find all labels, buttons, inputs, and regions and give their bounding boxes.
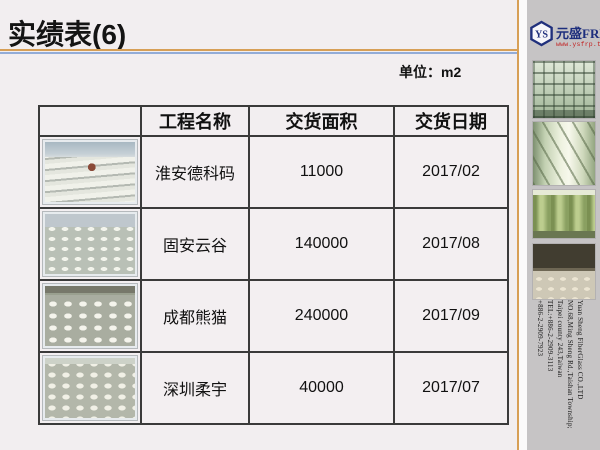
brand-stack: 元盛FRP www.ysfrp.tw — [556, 20, 600, 48]
area-cell: 11000 — [248, 135, 395, 209]
company-info-line: Taipei county 243,Taiwan — [556, 300, 564, 378]
photo-cell — [38, 207, 142, 281]
ys-hexagon-logo-icon: YS — [530, 20, 553, 47]
photo-cell — [38, 135, 142, 209]
project-photo — [42, 355, 138, 421]
header-delivery-area: 交货面积 — [248, 105, 395, 137]
company-info-line: TEL:+886-2-2909-3113 — [546, 300, 554, 372]
sidebar-photo-ceiling — [532, 60, 596, 119]
results-table: 工程名称 交货面积 交货日期 淮安德科码 11000 2017/02 固安云谷 … — [38, 105, 509, 425]
area-cell: 140000 — [248, 207, 395, 281]
photo-cell — [38, 279, 142, 353]
sidebar-gap-strip — [519, 0, 527, 450]
company-info-line: Yuan Sheng FiberGlass CO.,LTD — [576, 300, 584, 400]
project-name-cell: 淮安德科码 — [140, 135, 250, 209]
project-photo — [42, 283, 138, 349]
logo-monogram: YS — [535, 30, 548, 41]
project-photo — [42, 211, 138, 277]
table-row: 淮安德科码 11000 2017/02 — [38, 135, 509, 209]
sidebar-photo-green-tanks — [532, 189, 596, 239]
header-photo — [38, 105, 142, 137]
date-cell: 2017/08 — [393, 207, 509, 281]
photo-cell — [38, 351, 142, 425]
unit-label: 单位：m2 — [399, 64, 462, 80]
project-photo — [42, 139, 138, 205]
header-project-name: 工程名称 — [140, 105, 250, 137]
header-delivery-date: 交货日期 — [393, 105, 509, 137]
project-name-cell: 固安云谷 — [140, 207, 250, 281]
sidebar-photo-tank — [532, 121, 596, 186]
date-cell: 2017/09 — [393, 279, 509, 353]
company-info: Yuan Sheng FiberGlass CO.,LTD NO.68,Ming… — [535, 300, 585, 429]
title-divider-orange — [0, 49, 519, 51]
company-logo: YS 元盛FRP www.ysfrp.tw — [528, 20, 600, 48]
brand-name: 元盛FRP — [556, 26, 600, 41]
table-header-row: 工程名称 交货面积 交货日期 — [38, 105, 509, 137]
table-row: 深圳柔宇 40000 2017/07 — [38, 351, 509, 425]
company-info-line: +886-2-2909-7923 — [536, 300, 544, 357]
title-divider-blue — [0, 52, 519, 54]
date-cell: 2017/07 — [393, 351, 509, 425]
sidebar: YS 元盛FRP www.ysfrp.tw Yuan Sheng FiberGl… — [527, 0, 600, 450]
date-cell: 2017/02 — [393, 135, 509, 209]
area-cell: 40000 — [248, 351, 395, 425]
project-name-cell: 成都熊猫 — [140, 279, 250, 353]
brand-url: www.ysfrp.tw — [556, 41, 600, 48]
table-row: 成都熊猫 240000 2017/09 — [38, 279, 509, 353]
sidebar-accent-line — [517, 0, 519, 450]
table-row: 固安云谷 140000 2017/08 — [38, 207, 509, 281]
area-cell: 240000 — [248, 279, 395, 353]
sidebar-photo-warehouse — [532, 243, 596, 300]
company-info-line: NO.68,Ming Sheng Rd.,Taishan Township; — [566, 300, 574, 429]
page-title: 实绩表(6) — [8, 19, 127, 50]
project-name-cell: 深圳柔宇 — [140, 351, 250, 425]
